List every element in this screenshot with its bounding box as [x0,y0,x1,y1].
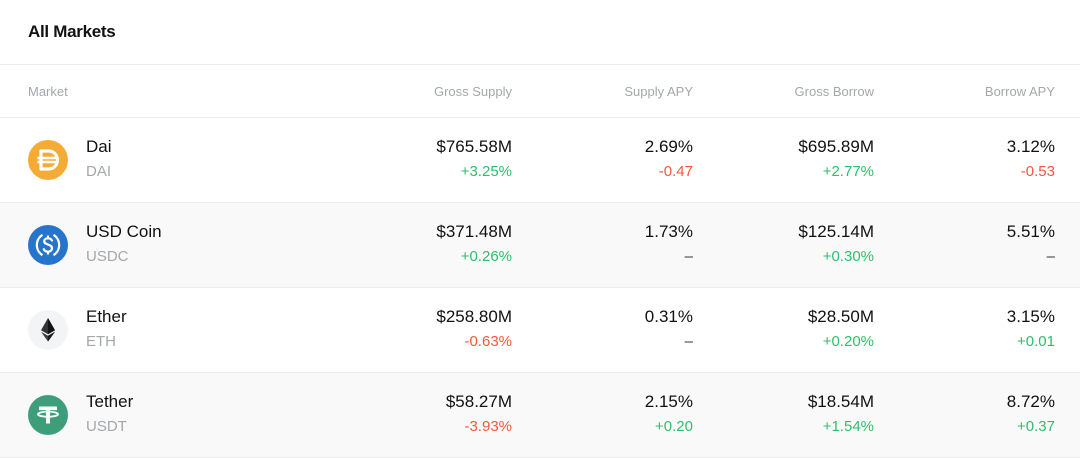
market-name: Tether [86,392,134,411]
table-header: Market Gross Supply Supply APY Gross Bor… [0,65,1080,118]
supply-apy-value: 2.69% [644,137,693,156]
gross-supply-value: $765.58M [436,137,512,156]
market-row-ether[interactable]: Ether ETH $258.80M -0.63% 0.31% – $28.50… [0,288,1080,373]
column-header-gross-borrow[interactable]: Gross Borrow [794,84,874,99]
gross-supply-value: $258.80M [436,307,512,326]
gross-borrow-change: +2.77% [822,163,874,180]
gross-borrow-value: $18.54M [807,392,874,411]
borrow-apy-value: 8.72% [1006,392,1055,411]
supply-apy-value: 2.15% [644,392,693,411]
supply-apy-change: -0.47 [658,163,693,180]
supply-apy-change: +0.20 [655,418,693,435]
borrow-apy-value: 3.15% [1006,307,1055,326]
market-symbol: USDT [86,418,127,435]
market-name: Ether [86,307,127,326]
column-header-supply-apy[interactable]: Supply APY [624,84,693,99]
market-symbol: USDC [86,248,129,265]
column-header-gross-supply[interactable]: Gross Supply [433,84,512,99]
borrow-apy-change: +0.37 [1017,418,1055,435]
page-title: All Markets [28,22,116,41]
markets-header: All Markets [0,0,1080,65]
supply-apy-change: – [684,333,693,350]
gross-supply-change: -0.63% [464,333,512,350]
market-name: Dai [86,137,112,156]
market-row-usdc[interactable]: USD Coin USDC $371.48M +0.26% 1.73% – $1… [0,203,1080,288]
gross-borrow-value: $28.50M [807,307,874,326]
tether-icon [28,395,68,435]
gross-supply-change: +3.25% [460,163,512,180]
borrow-apy-change: -0.53 [1020,163,1055,180]
usdc-icon [28,225,68,265]
supply-apy-change: – [684,248,693,265]
dai-icon [28,140,68,180]
gross-borrow-value: $695.89M [798,137,874,156]
supply-apy-value: 1.73% [644,222,693,241]
gross-supply-change: +0.26% [460,248,512,265]
column-header-market[interactable]: Market [28,84,68,99]
borrow-apy-value: 3.12% [1006,137,1055,156]
market-symbol: ETH [86,333,116,350]
ether-icon [28,310,68,350]
supply-apy-value: 0.31% [644,307,693,326]
market-row-dai[interactable]: Dai DAI $765.58M +3.25% 2.69% -0.47 $695… [0,118,1080,203]
gross-supply-change: -3.93% [464,418,512,435]
borrow-apy-value: 5.51% [1006,222,1055,241]
column-header-borrow-apy[interactable]: Borrow APY [984,84,1055,99]
borrow-apy-change: +0.01 [1017,333,1055,350]
gross-borrow-change: +0.20% [822,333,874,350]
gross-supply-value: $58.27M [445,392,512,411]
market-row-tether[interactable]: Tether USDT $58.27M -3.93% 2.15% +0.20 $… [0,373,1080,458]
borrow-apy-change: – [1046,248,1055,265]
market-name: USD Coin [86,222,162,241]
gross-supply-value: $371.48M [436,222,512,241]
gross-borrow-change: +1.54% [822,418,874,435]
gross-borrow-change: +0.30% [822,248,874,265]
gross-borrow-value: $125.14M [798,222,874,241]
market-symbol: DAI [86,163,112,180]
